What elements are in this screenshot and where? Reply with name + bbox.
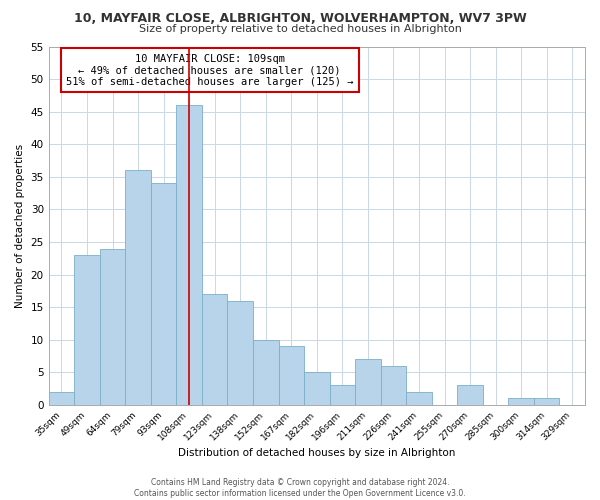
Bar (329, 386, 355, 405)
Bar (125, 170, 151, 405)
Text: Contains HM Land Registry data © Crown copyright and database right 2024.
Contai: Contains HM Land Registry data © Crown c… (134, 478, 466, 498)
Bar (176, 105, 202, 405)
Text: 10, MAYFAIR CLOSE, ALBRIGHTON, WOLVERHAMPTON, WV7 3PW: 10, MAYFAIR CLOSE, ALBRIGHTON, WOLVERHAM… (74, 12, 526, 26)
Bar (227, 300, 253, 405)
X-axis label: Distribution of detached houses by size in Albrighton: Distribution of detached houses by size … (178, 448, 455, 458)
Bar (202, 294, 227, 405)
Bar (100, 248, 125, 405)
Bar (380, 366, 406, 405)
Bar (508, 398, 534, 405)
Bar (304, 372, 329, 405)
Bar (74, 255, 100, 405)
Text: Size of property relative to detached houses in Albrighton: Size of property relative to detached ho… (139, 24, 461, 34)
Bar (406, 392, 432, 405)
Bar (278, 346, 304, 405)
Bar (457, 386, 483, 405)
Y-axis label: Number of detached properties: Number of detached properties (15, 144, 25, 308)
Bar (49, 392, 74, 405)
Bar (355, 360, 380, 405)
Bar (151, 184, 176, 405)
Bar (534, 398, 559, 405)
Text: 10 MAYFAIR CLOSE: 109sqm
← 49% of detached houses are smaller (120)
51% of semi-: 10 MAYFAIR CLOSE: 109sqm ← 49% of detach… (66, 54, 353, 87)
Bar (253, 340, 278, 405)
